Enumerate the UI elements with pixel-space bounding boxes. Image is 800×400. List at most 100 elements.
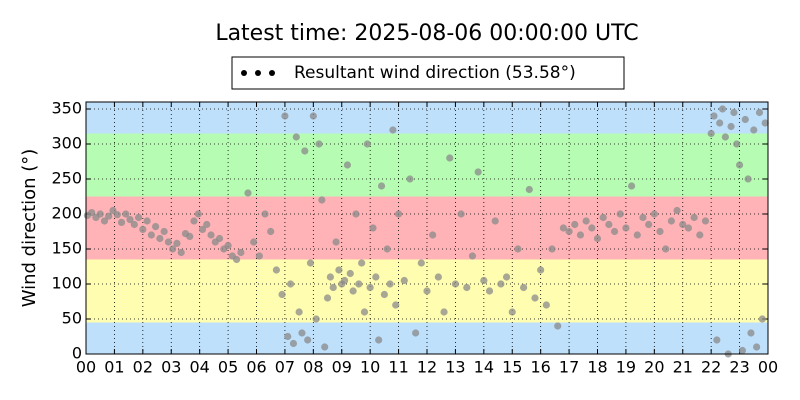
data-point xyxy=(318,196,326,204)
data-point xyxy=(474,168,482,176)
data-point xyxy=(358,259,366,267)
y-tick-label: 150 xyxy=(51,239,82,258)
data-point xyxy=(514,245,522,253)
data-point xyxy=(582,217,590,225)
data-point xyxy=(440,308,448,316)
data-point xyxy=(272,266,280,274)
data-point xyxy=(394,210,403,218)
data-point xyxy=(126,216,134,224)
y-tick-label: 350 xyxy=(51,99,82,118)
data-point xyxy=(143,217,151,225)
chart-title: Latest time: 2025-08-06 00:00:00 UTC xyxy=(215,21,638,46)
data-point xyxy=(468,252,477,260)
data-point xyxy=(177,248,185,257)
data-point xyxy=(335,266,343,274)
data-point xyxy=(610,227,619,236)
data-point xyxy=(323,294,332,302)
data-point xyxy=(105,212,113,220)
data-point xyxy=(730,108,738,117)
y-tick-label: 250 xyxy=(51,169,82,188)
data-point xyxy=(355,280,363,288)
x-tick-label: 09 xyxy=(332,358,352,377)
data-point xyxy=(372,273,380,281)
data-point xyxy=(750,126,758,134)
data-point xyxy=(645,220,653,229)
data-point xyxy=(301,147,309,155)
data-point xyxy=(152,223,160,231)
data-point xyxy=(198,225,207,233)
data-point xyxy=(389,126,397,134)
x-tick-label: 03 xyxy=(161,358,181,377)
data-point xyxy=(261,210,269,218)
data-point xyxy=(406,175,414,183)
data-point xyxy=(267,227,275,236)
data-point xyxy=(194,210,202,218)
data-point xyxy=(380,290,388,299)
data-point xyxy=(329,283,337,292)
data-point xyxy=(463,283,471,292)
data-point xyxy=(386,280,394,288)
x-tick-label: 08 xyxy=(303,358,323,377)
data-point xyxy=(741,115,749,124)
data-point xyxy=(117,218,126,226)
data-point xyxy=(278,290,286,299)
data-point xyxy=(429,231,437,239)
y-tick-label: 300 xyxy=(51,134,82,153)
data-point xyxy=(156,234,164,243)
data-point xyxy=(113,211,121,219)
data-point xyxy=(237,248,245,257)
data-point xyxy=(605,220,613,229)
y-axis-label: Wind direction (°) xyxy=(19,149,40,308)
data-point xyxy=(377,182,386,190)
data-point xyxy=(520,283,528,292)
legend-label: Resultant wind direction (53.58°) xyxy=(294,63,576,83)
x-tick-label: 15 xyxy=(502,358,522,377)
data-point xyxy=(707,129,715,138)
data-point xyxy=(244,189,252,197)
legend-dot xyxy=(255,70,261,76)
data-point xyxy=(284,332,292,341)
data-point xyxy=(400,276,408,285)
data-point xyxy=(383,245,391,253)
data-point xyxy=(497,280,505,288)
x-tick-label: 00 xyxy=(76,358,96,377)
data-point xyxy=(304,336,312,344)
data-point xyxy=(753,343,761,351)
data-point xyxy=(332,238,340,246)
data-point xyxy=(747,329,755,337)
data-point xyxy=(622,224,630,232)
data-point xyxy=(588,224,596,232)
data-point xyxy=(758,315,766,323)
data-point xyxy=(508,308,516,316)
data-point xyxy=(690,213,698,222)
data-point xyxy=(446,154,454,162)
x-tick-label: 12 xyxy=(417,358,437,377)
data-point xyxy=(173,239,181,247)
data-point xyxy=(593,234,602,243)
x-tick-label: 06 xyxy=(246,358,266,377)
data-point xyxy=(100,217,109,225)
data-point xyxy=(491,217,499,225)
data-point xyxy=(346,269,354,278)
data-point xyxy=(755,108,764,117)
x-tick-label: 17 xyxy=(559,358,579,377)
data-point xyxy=(639,213,647,222)
data-point xyxy=(571,220,579,229)
data-point xyxy=(169,245,177,253)
data-point xyxy=(667,217,675,225)
data-point xyxy=(349,287,357,295)
data-point xyxy=(727,122,735,131)
data-point xyxy=(224,241,232,250)
data-point xyxy=(292,133,300,141)
data-point xyxy=(186,232,194,240)
data-point xyxy=(363,140,371,148)
data-point xyxy=(321,343,329,351)
data-point xyxy=(147,231,155,239)
data-point xyxy=(744,175,752,183)
data-point xyxy=(203,220,211,229)
legend-dot xyxy=(241,70,247,76)
data-point xyxy=(701,217,710,225)
data-point xyxy=(139,225,147,233)
data-point xyxy=(633,231,641,239)
